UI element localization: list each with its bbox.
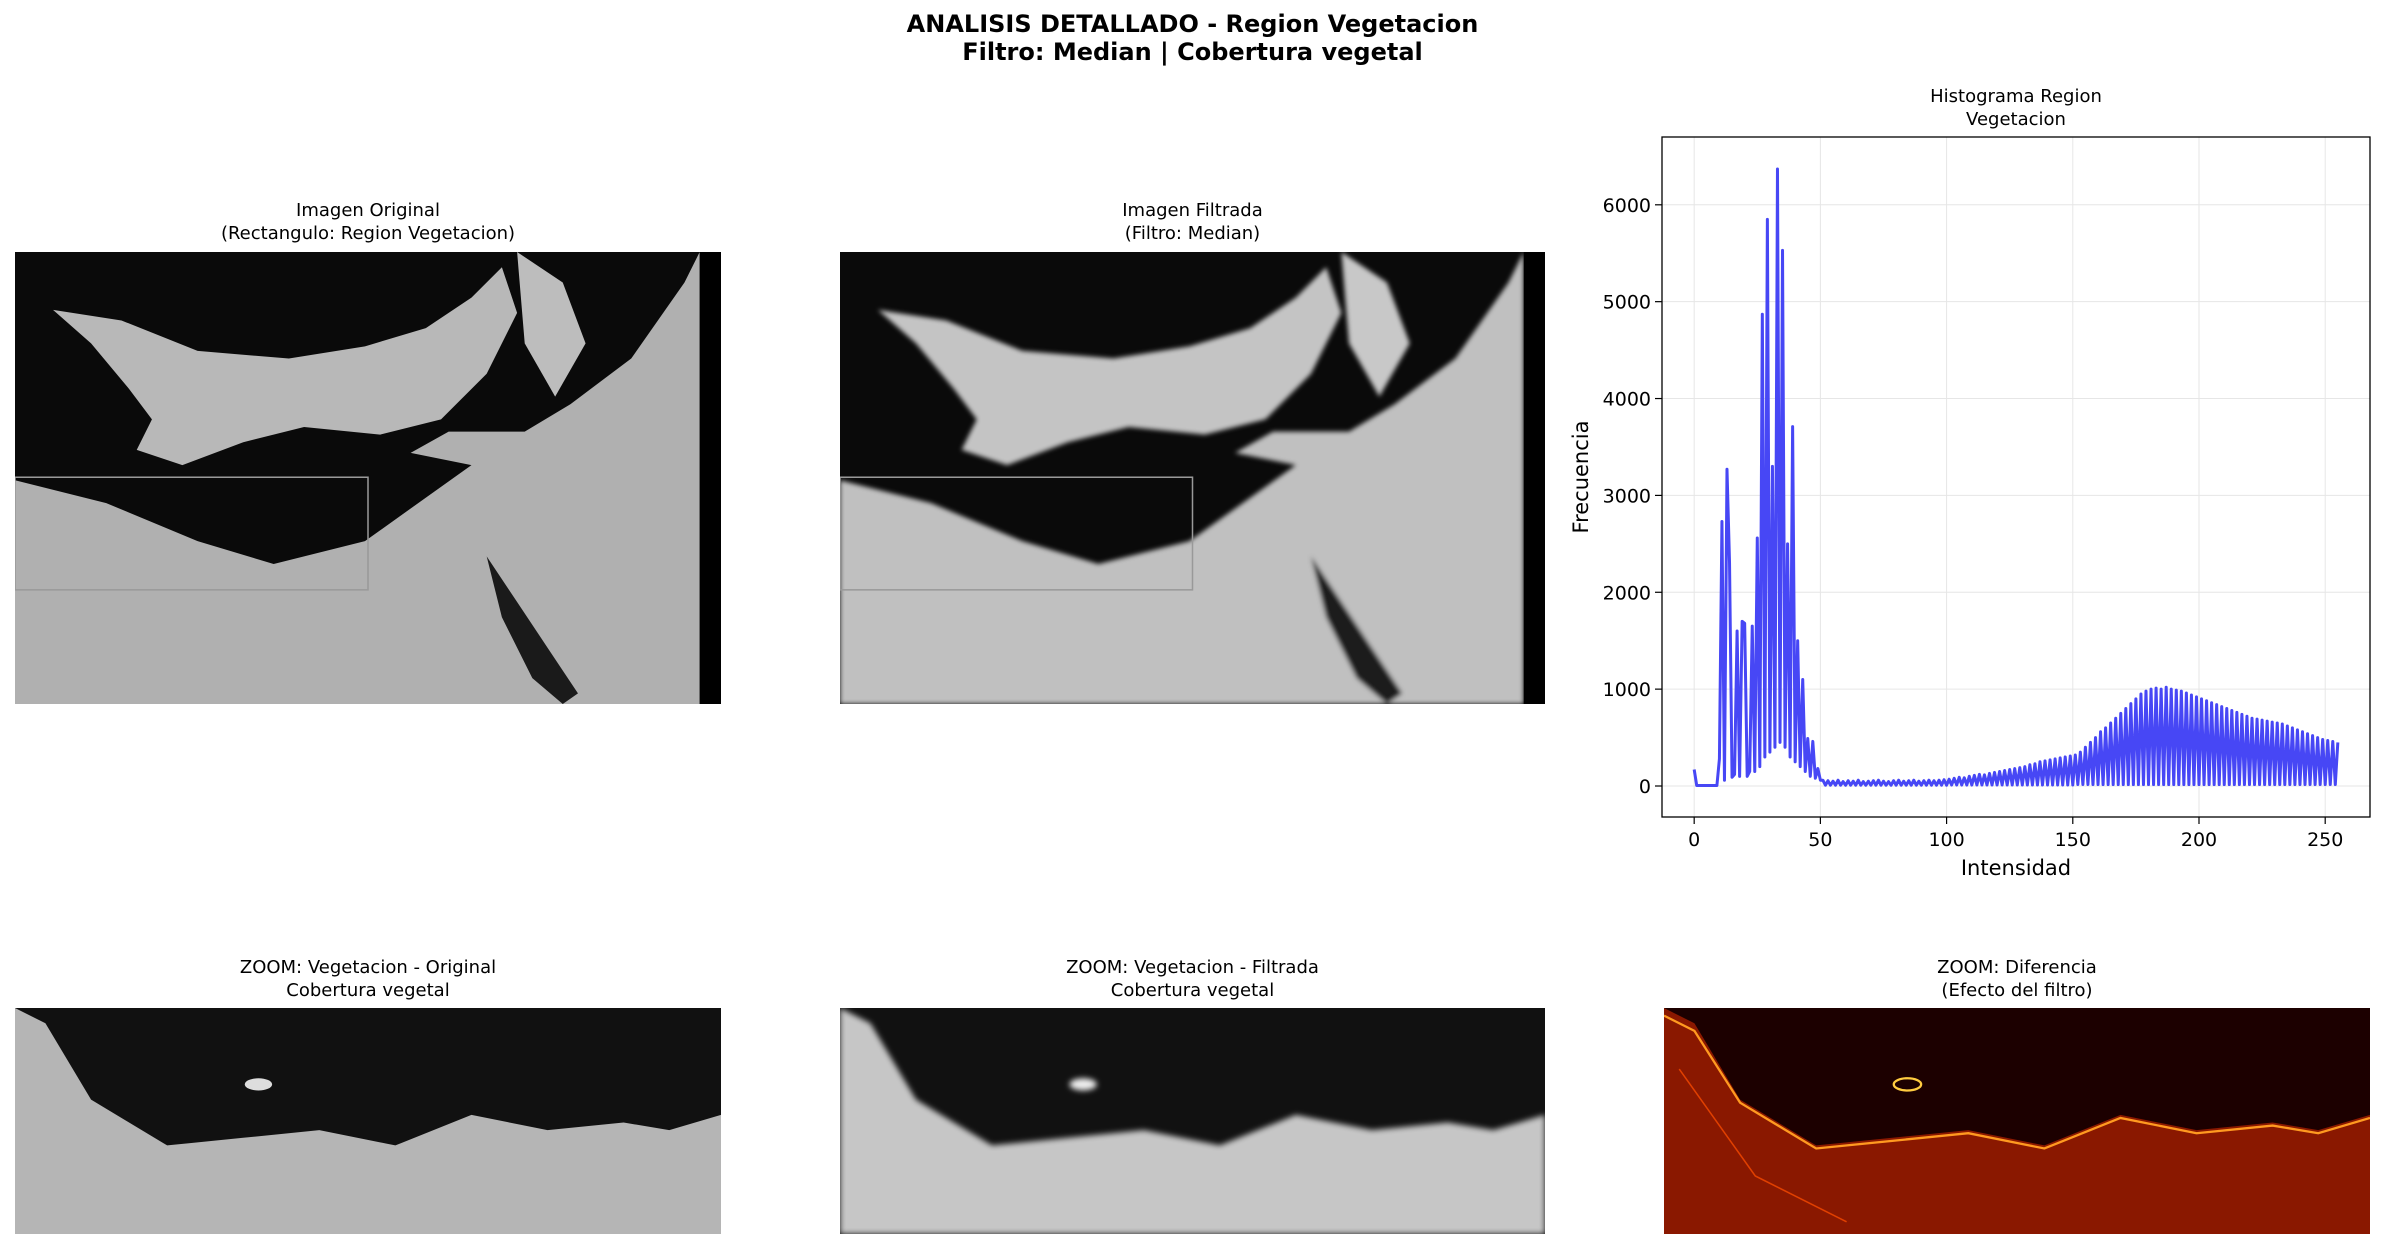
panel-title: ZOOM: Vegetacion - Filtrada Cobertura ve…: [1066, 957, 1319, 1001]
panel-title: Imagen Original (Rectangulo: Region Vege…: [220, 200, 516, 244]
zoom-filtered-image: [840, 1008, 1545, 1234]
y-tick-label: 1000: [1603, 679, 1651, 701]
original-image: [15, 252, 721, 704]
zoom-difference-image: [1664, 1008, 2370, 1234]
histogram-line: [1692, 167, 2340, 788]
panel-title: ZOOM: Vegetacion - Original Cobertura ve…: [239, 957, 497, 1001]
y-axis-label: Frecuencia: [1569, 421, 1593, 534]
panel-title: Imagen Filtrada (Filtro: Median): [1122, 200, 1263, 244]
x-tick-label: 0: [1688, 829, 1700, 851]
histogram-chart: 0 50 100 150 200 250 0 1000 2000 3000 4000 5000 6000…: [1569, 136, 2371, 880]
x-axis-label: Intensidad: [1961, 856, 2071, 880]
x-tick-label: 50: [1808, 829, 1832, 851]
x-tick-label: 250: [2307, 829, 2343, 851]
y-tick-label: 2000: [1603, 582, 1651, 604]
panel-title: Histograma Region Vegetacion: [1930, 86, 2102, 130]
y-tick-label: 5000: [1603, 292, 1651, 314]
x-tick-label: 100: [1928, 829, 1964, 851]
panel-title: ZOOM: Diferencia (Efecto del filtro): [1937, 957, 2097, 1001]
y-tick-label: 4000: [1603, 389, 1651, 411]
figure-title: ANALISIS DETALLADO - Region Vegetacion F…: [906, 10, 1479, 66]
filtered-image: [840, 252, 1545, 704]
axes-frame: [1661, 136, 2371, 818]
y-tick-label: 3000: [1603, 485, 1651, 507]
y-tick-label: 6000: [1603, 195, 1651, 217]
y-tick-label: 0: [1639, 776, 1651, 798]
zoom-original-image: [15, 1008, 721, 1234]
x-tick-label: 200: [2181, 829, 2217, 851]
x-tick-label: 150: [2055, 829, 2091, 851]
